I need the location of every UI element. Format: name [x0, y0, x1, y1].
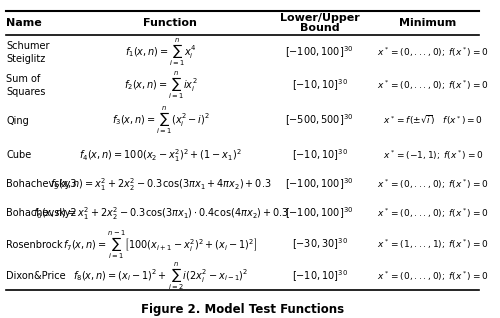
Text: Schumer
Steiglitz: Schumer Steiglitz — [6, 41, 50, 64]
Text: $[-100, 100]^{30}$: $[-100, 100]^{30}$ — [286, 176, 354, 192]
Text: $f_5(x,n) = x_1^2 + 2x_2^2 - 0.3\cos(3\pi x_1 + 4\pi x_2) + 0.3$: $f_5(x,n) = x_1^2 + 2x_2^2 - 0.3\cos(3\p… — [50, 176, 272, 193]
Text: Bound: Bound — [300, 23, 340, 33]
Text: Dixon&Price: Dixon&Price — [6, 271, 66, 281]
Text: $x^* = (1,...,1);\; f(x^*) = 0$: $x^* = (1,...,1);\; f(x^*) = 0$ — [377, 238, 488, 251]
Text: Rosenbrock: Rosenbrock — [6, 239, 63, 250]
Text: $x^* = (0,...,0);\; f(x^*) = 0$: $x^* = (0,...,0);\; f(x^*) = 0$ — [377, 177, 488, 191]
Text: $[-10, 10]^{30}$: $[-10, 10]^{30}$ — [292, 268, 348, 284]
Text: $x^* = f(\pm\sqrt{i}) \quad f(x^*) = 0$: $x^* = f(\pm\sqrt{i}) \quad f(x^*) = 0$ — [383, 114, 483, 128]
Text: $x^* = (0,...,0);\; f(x^*) = 0$: $x^* = (0,...,0);\; f(x^*) = 0$ — [377, 206, 488, 220]
Text: Cube: Cube — [6, 150, 32, 160]
Text: Sum of
Squares: Sum of Squares — [6, 74, 46, 97]
Text: $f_8(x,n) = (x_i - 1)^2 + \sum_{i=2}^{n} i(2x_i^2 - x_{i-1})^2$: $f_8(x,n) = (x_i - 1)^2 + \sum_{i=2}^{n}… — [73, 260, 248, 292]
Text: Lower/Upper: Lower/Upper — [280, 13, 359, 23]
Text: $x^* = (-1,1);\; f(x^*) = 0$: $x^* = (-1,1);\; f(x^*) = 0$ — [382, 149, 483, 162]
Text: $[-10, 10]^{30}$: $[-10, 10]^{30}$ — [292, 78, 348, 93]
Text: $[-100, 100]^{30}$: $[-100, 100]^{30}$ — [286, 205, 354, 221]
Text: $f_6(x,n) = x_1^2 + 2x_2^2 - 0.3\cos(3\pi x_1)\cdot 0.4\cos(4\pi x_2) + 0.3$: $f_6(x,n) = x_1^2 + 2x_2^2 - 0.3\cos(3\p… — [32, 205, 288, 222]
Text: $f_7(x,n) = \sum_{i=1}^{n-1} \left[100(x_{i+1} - x_i^2)^2 + (x_i - 1)^2\right]$: $f_7(x,n) = \sum_{i=1}^{n-1} \left[100(x… — [64, 228, 258, 261]
Text: $f_3(x,n) = \sum_{i=1}^{n} (x_i^2 - i)^2$: $f_3(x,n) = \sum_{i=1}^{n} (x_i^2 - i)^2… — [112, 105, 210, 136]
Text: $x^* = (0,...,0);\; f(x^*) = 0$: $x^* = (0,...,0);\; f(x^*) = 0$ — [377, 46, 488, 59]
Text: Figure 2. Model Test Functions: Figure 2. Model Test Functions — [141, 303, 344, 316]
Text: $[-100, 100]^{30}$: $[-100, 100]^{30}$ — [286, 45, 354, 60]
Text: $[-10, 10]^{30}$: $[-10, 10]^{30}$ — [292, 147, 348, 163]
Text: $x^* = (0,...,0);\; f(x^*) = 0$: $x^* = (0,...,0);\; f(x^*) = 0$ — [377, 269, 488, 283]
Text: Name: Name — [6, 18, 42, 28]
Text: $[-500, 500]^{30}$: $[-500, 500]^{30}$ — [286, 113, 354, 128]
Text: Bohachevsky2: Bohachevsky2 — [6, 208, 77, 218]
Text: Qing: Qing — [6, 116, 29, 126]
Text: Function: Function — [144, 18, 197, 28]
Text: $f_4(x,n) = 100(x_2 - x_1^2)^2 + (1 - x_1)^2$: $f_4(x,n) = 100(x_2 - x_1^2)^2 + (1 - x_… — [80, 147, 242, 163]
Text: Bohachevsky3: Bohachevsky3 — [6, 179, 77, 189]
Text: $f_1(x,n) = \sum_{i=1}^{n} x_i^4$: $f_1(x,n) = \sum_{i=1}^{n} x_i^4$ — [125, 37, 196, 68]
Text: $x^* = (0,...,0);\; f(x^*) = 0$: $x^* = (0,...,0);\; f(x^*) = 0$ — [377, 79, 488, 92]
Text: $[-30, 30]^{30}$: $[-30, 30]^{30}$ — [292, 237, 348, 252]
Text: Minimum: Minimum — [400, 18, 456, 28]
Text: $f_2(x,n) = \sum_{i=1}^{n} ix_i^2$: $f_2(x,n) = \sum_{i=1}^{n} ix_i^2$ — [124, 70, 198, 101]
